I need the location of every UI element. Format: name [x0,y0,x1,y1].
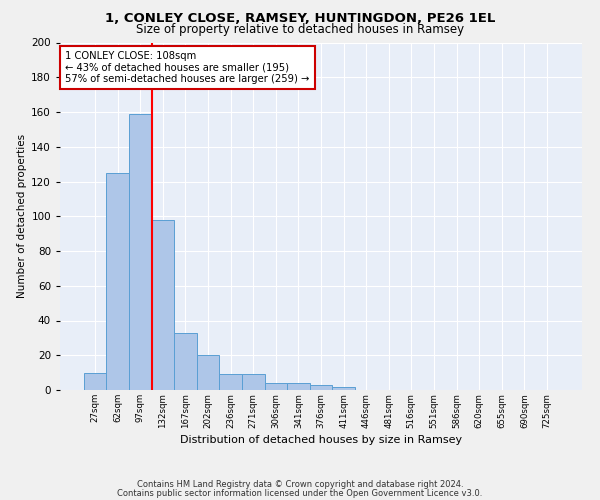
Bar [332,386,355,390]
X-axis label: Distribution of detached houses by size in Ramsey: Distribution of detached houses by size … [180,434,462,444]
Bar [129,114,152,390]
Bar [242,374,265,390]
Text: 1, CONLEY CLOSE, RAMSEY, HUNTINGDON, PE26 1EL: 1, CONLEY CLOSE, RAMSEY, HUNTINGDON, PE2… [105,12,495,26]
Text: Size of property relative to detached houses in Ramsey: Size of property relative to detached ho… [136,22,464,36]
Bar [152,220,174,390]
Bar [310,385,332,390]
Bar [287,383,310,390]
Bar [220,374,242,390]
Y-axis label: Number of detached properties: Number of detached properties [17,134,27,298]
Bar [265,383,287,390]
Text: Contains HM Land Registry data © Crown copyright and database right 2024.: Contains HM Land Registry data © Crown c… [137,480,463,489]
Text: 1 CONLEY CLOSE: 108sqm
← 43% of detached houses are smaller (195)
57% of semi-de: 1 CONLEY CLOSE: 108sqm ← 43% of detached… [65,51,310,84]
Bar [106,173,129,390]
Bar [197,355,220,390]
Bar [84,372,106,390]
Bar [174,332,197,390]
Text: Contains public sector information licensed under the Open Government Licence v3: Contains public sector information licen… [118,488,482,498]
